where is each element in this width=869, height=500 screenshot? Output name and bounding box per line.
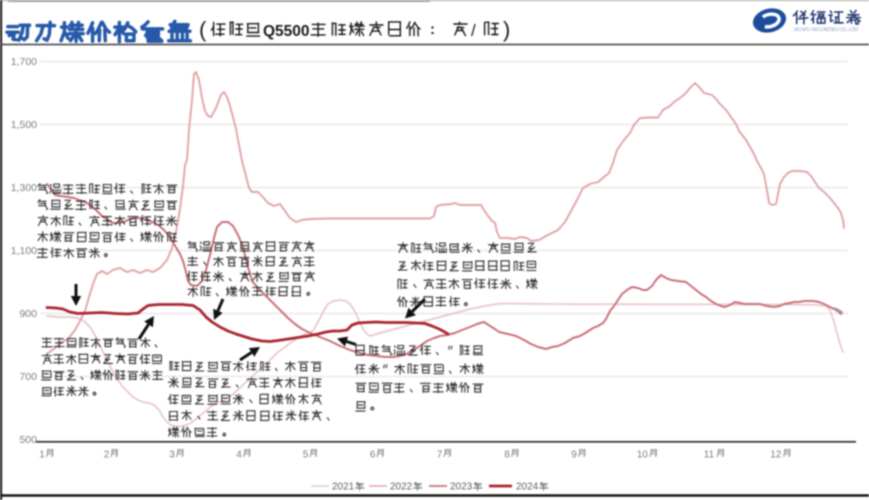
svg-text:7: 7	[437, 450, 443, 461]
svg-text:): )	[503, 17, 510, 42]
svg-text:2023: 2023	[450, 482, 473, 493]
svg-text:2: 2	[104, 450, 110, 461]
svg-text:11: 11	[704, 450, 715, 461]
svg-text:/: /	[471, 21, 476, 40]
svg-text:900: 900	[19, 308, 37, 320]
svg-text:1,500: 1,500	[11, 119, 37, 131]
svg-text:(: (	[199, 17, 207, 42]
svg-text:Q5500: Q5500	[263, 23, 310, 40]
svg-text:1,300: 1,300	[11, 182, 37, 194]
svg-text:4: 4	[236, 450, 242, 461]
svg-text:1: 1	[39, 450, 45, 461]
svg-text:8: 8	[504, 450, 510, 461]
svg-text:6: 6	[370, 450, 376, 461]
svg-text:10: 10	[637, 450, 649, 461]
svg-text:9: 9	[571, 450, 577, 461]
svg-text:HUAFU SECURITIES CO., LTD: HUAFU SECURITIES CO., LTD	[794, 27, 858, 33]
svg-text:3: 3	[169, 450, 175, 461]
svg-text:700: 700	[19, 371, 37, 383]
svg-text:2022: 2022	[390, 482, 413, 493]
svg-text:500: 500	[19, 434, 37, 446]
svg-text:1,700: 1,700	[11, 56, 37, 68]
svg-text::: :	[430, 21, 435, 38]
svg-text:1,100: 1,100	[11, 245, 37, 257]
svg-text:2021: 2021	[332, 482, 355, 493]
svg-text:5: 5	[303, 450, 309, 461]
svg-text:2024: 2024	[516, 482, 539, 493]
svg-text:12: 12	[770, 450, 782, 461]
